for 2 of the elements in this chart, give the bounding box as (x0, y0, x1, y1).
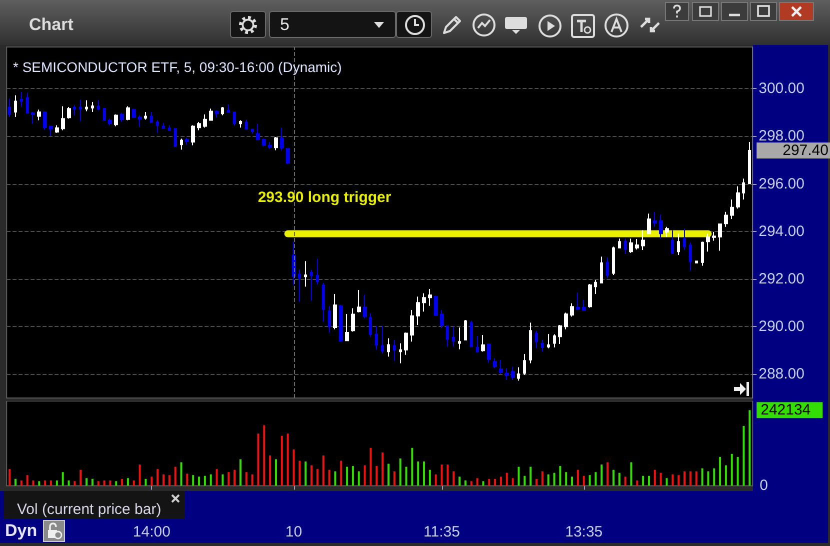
bar (8, 469, 11, 486)
candlestick (8, 98, 11, 118)
